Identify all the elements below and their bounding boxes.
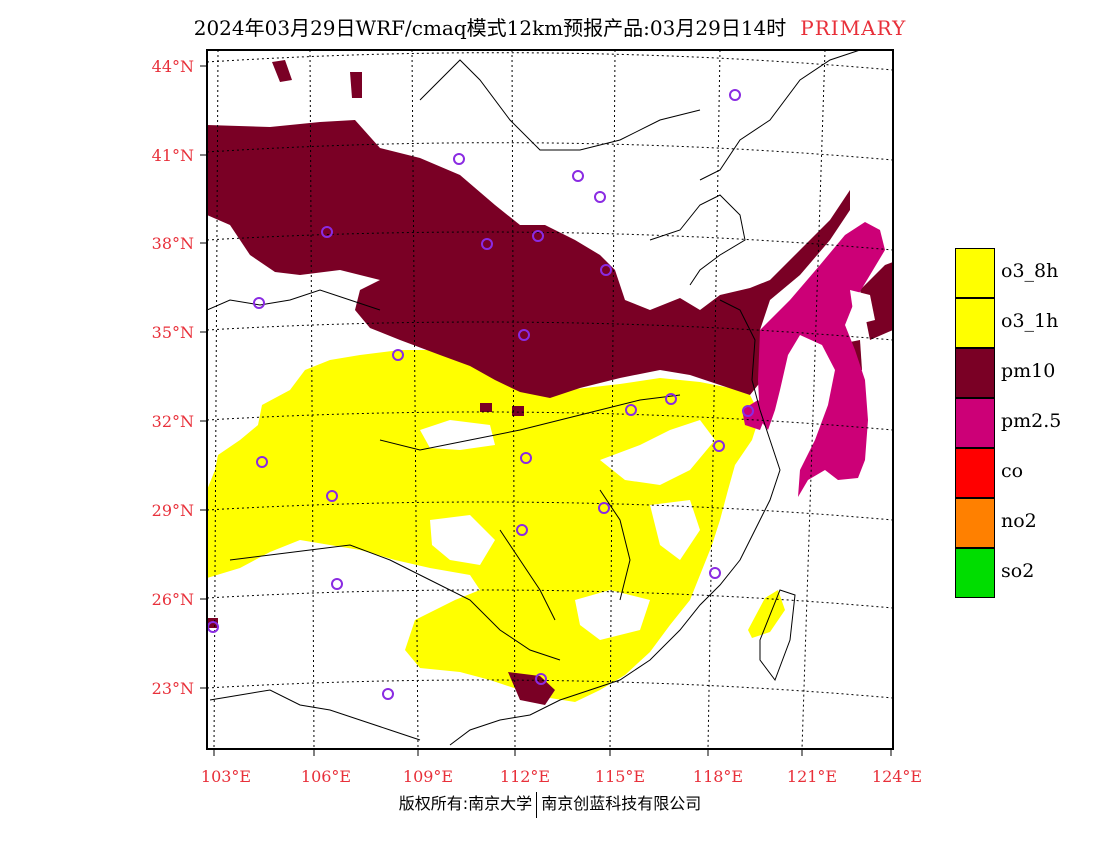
legend-item-pm25: pm2.5 [955, 398, 1085, 448]
legend-label: pm2.5 [1001, 410, 1062, 432]
legend-label: o3_1h [1001, 310, 1059, 332]
primary-tag: PRIMARY [800, 16, 907, 40]
legend-item-no2: no2 [955, 498, 1085, 548]
legend-swatch [955, 248, 995, 298]
copyright-owner: 版权所有:南京大学 [398, 794, 533, 813]
lon-label: 103°E [201, 767, 251, 786]
lat-label: 44°N [152, 57, 194, 76]
lat-label: 32°N [152, 412, 194, 431]
legend-swatch [955, 448, 995, 498]
lat-label: 29°N [152, 501, 194, 520]
lon-label: 106°E [301, 767, 351, 786]
lon-label: 112°E [500, 767, 550, 786]
legend-label: co [1001, 460, 1024, 482]
lat-label: 35°N [152, 323, 194, 342]
pm10-region [207, 120, 850, 398]
lon-label: 115°E [595, 767, 645, 786]
legend-label: pm10 [1001, 360, 1056, 382]
legend-label: o3_8h [1001, 260, 1059, 282]
lat-label: 26°N [152, 590, 194, 609]
copyright-footer: 版权所有:南京大学 南京创蓝科技有限公司 [0, 790, 1100, 818]
lon-label: 124°E [872, 767, 922, 786]
lon-label: 118°E [693, 767, 743, 786]
copyright-company: 南京创蓝科技有限公司 [541, 794, 702, 813]
legend-label: so2 [1001, 560, 1035, 582]
map-title: 2024年03月29日WRF/cmaq模式12km预报产品:03月29日14时 P… [0, 12, 1100, 41]
lat-label: 23°N [152, 679, 194, 698]
legend-item-o3_8h: o3_8h [955, 248, 1085, 298]
lon-label: 121°E [787, 767, 837, 786]
legend-item-o3_1h: o3_1h [955, 298, 1085, 348]
legend-swatch [955, 498, 995, 548]
legend-swatch [955, 548, 995, 598]
legend-swatch [955, 298, 995, 348]
legend-label: no2 [1001, 510, 1037, 532]
lon-label: 109°E [403, 767, 453, 786]
legend-item-so2: so2 [955, 548, 1085, 598]
legend-item-pm10: pm10 [955, 348, 1085, 398]
legend-item-co: co [955, 448, 1085, 498]
lat-label: 38°N [152, 234, 194, 253]
lat-label: 41°N [152, 146, 194, 165]
footer-divider [536, 791, 538, 818]
title-text: 2024年03月29日WRF/cmaq模式12km预报产品:03月29日14时 [193, 16, 787, 40]
pm25-region [758, 222, 885, 497]
legend-swatch [955, 348, 995, 398]
legend-swatch [955, 398, 995, 448]
pollutant-legend: o3_8h o3_1h pm10 pm2.5 co no2 so2 [955, 248, 1085, 598]
